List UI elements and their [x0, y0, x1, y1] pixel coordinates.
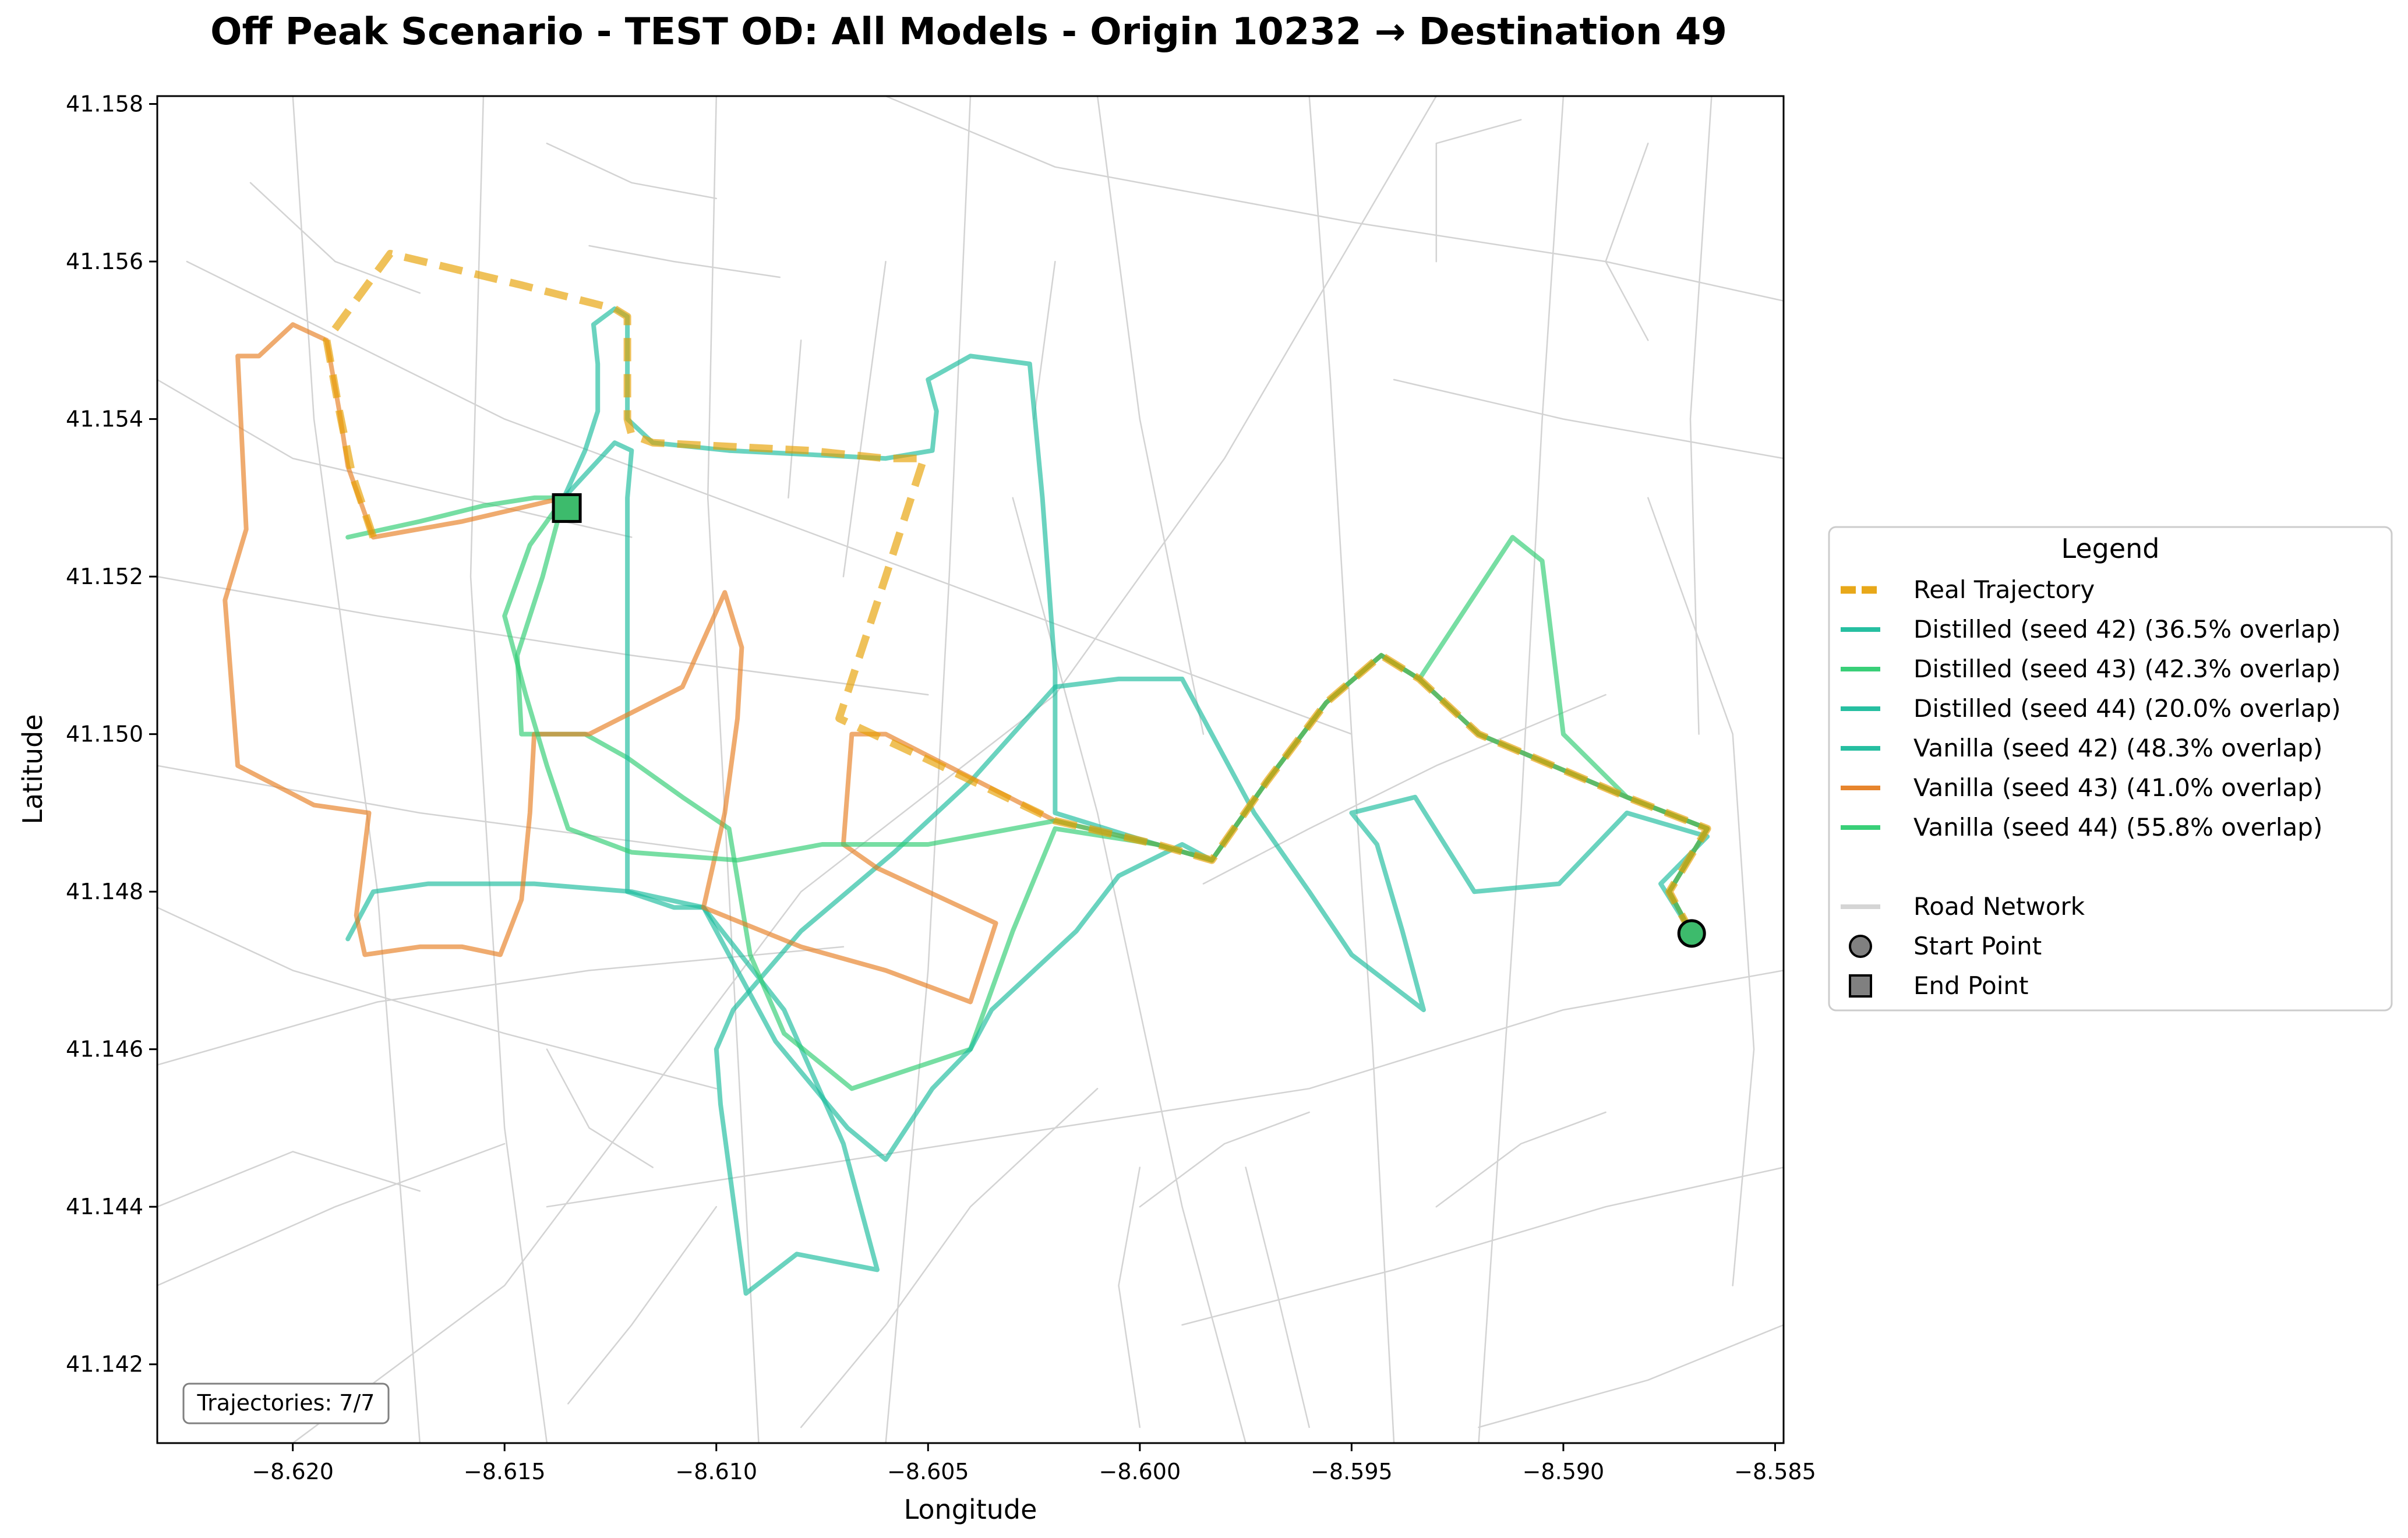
legend-entries: Real Trajectory Distilled (seed 42) (36.5… — [1841, 575, 2341, 1000]
legend-entry-label: Vanilla (seed 42) (48.3% overlap) — [1913, 734, 2322, 762]
x-tick-label: −8.600 — [1099, 1459, 1181, 1484]
road-segment — [157, 1143, 506, 1286]
y-axis-label: Latitude — [17, 714, 48, 824]
road-segment — [292, 96, 421, 1443]
road-segment — [157, 575, 929, 696]
od-markers — [552, 493, 1706, 948]
road-segment — [157, 379, 633, 538]
legend-swatch-circle — [1849, 935, 1872, 958]
road-segment — [1181, 1166, 1784, 1326]
legend-entry-label: Distilled (seed 42) (36.5% overlap) — [1913, 615, 2341, 644]
road-segment — [1605, 142, 1649, 341]
x-tick-label: −8.590 — [1523, 1459, 1605, 1484]
x-tick-label: −8.595 — [1311, 1459, 1393, 1484]
road-segment — [546, 142, 718, 200]
road-segment — [157, 1151, 421, 1208]
x-axis: −8.620 −8.615 −8.610 −8.605 −8.600 −8.595 −8.5… — [252, 1443, 1816, 1484]
legend-entry-label: Vanilla (seed 43) (41.0% overlap) — [1913, 773, 2322, 802]
legend-entry-label: Start Point — [1913, 932, 2042, 960]
road-segment — [1647, 497, 1755, 1286]
trajectory-count-annotation: Trajectories: 7/7 — [182, 1383, 390, 1424]
legend-entry-label: Distilled (seed 43) (42.3% overlap) — [1913, 655, 2341, 683]
trajectory-series — [223, 250, 1711, 1296]
road-segment — [1478, 1324, 1784, 1429]
start-point-marker — [1677, 919, 1706, 948]
road-segment — [1118, 1166, 1141, 1429]
road-segment — [157, 765, 718, 853]
y-tick-label: 41.148 — [66, 879, 143, 904]
x-axis-label: Longitude — [904, 1494, 1037, 1525]
road-segment — [1096, 96, 1205, 735]
legend-swatch-square — [1849, 974, 1872, 998]
y-axis: 41.142 41.144 41.146 41.148 41.150 41.152 41.1… — [66, 91, 157, 1377]
road-segment — [707, 96, 760, 1443]
road-segment — [567, 1205, 718, 1405]
y-tick-label: 41.154 — [66, 406, 143, 432]
plot-frame — [156, 95, 1785, 1444]
x-tick-label: −8.620 — [252, 1459, 334, 1484]
road-segment — [1308, 96, 1395, 1443]
road-segment — [1478, 96, 1565, 1443]
y-tick-label: 41.158 — [66, 91, 143, 117]
x-tick-label: −8.615 — [464, 1459, 546, 1484]
road-segment — [1202, 694, 1606, 885]
y-tick-label: 41.156 — [66, 249, 143, 274]
road-segment — [469, 96, 548, 1443]
annotation-text: Trajectories: 7/7 — [197, 1390, 375, 1416]
legend-box — [1828, 526, 2393, 1012]
road-segment — [186, 260, 1353, 735]
road-segment — [546, 1048, 654, 1168]
road-segment — [1435, 119, 1522, 263]
series-line-distilled-seed-44-20-0-overlap — [562, 440, 1214, 1162]
road-segment — [1033, 260, 1056, 420]
legend: Legend Real Trajectory Distilled (seed 42… — [1828, 526, 2393, 1012]
road-segment — [842, 260, 887, 578]
road-segment — [1139, 1111, 1310, 1208]
road-segment — [885, 96, 1784, 302]
road-segment — [157, 946, 845, 1066]
legend-entry-label: Real Trajectory — [1913, 575, 2095, 604]
annotation-box — [182, 1383, 390, 1424]
road-segment — [1435, 1111, 1606, 1208]
series-line-real-trajectory — [323, 250, 1711, 933]
y-tick-label: 41.146 — [66, 1037, 143, 1062]
road-segment — [885, 96, 972, 1443]
y-tick-label: 41.142 — [66, 1352, 143, 1377]
legend-entry-label: Vanilla (seed 44) (55.8% overlap) — [1913, 813, 2322, 842]
road-network — [157, 96, 1784, 1443]
road-segment — [800, 1088, 1099, 1429]
legend-entry-label: Distilled (seed 44) (20.0% overlap) — [1913, 694, 2341, 723]
legend-entry-label: End Point — [1913, 971, 2028, 1000]
road-segment — [157, 906, 718, 1090]
road-segment — [546, 970, 1784, 1208]
legend-title: Legend — [2061, 533, 2160, 564]
road-segment — [249, 182, 421, 294]
road-segment — [1393, 379, 1784, 459]
y-tick-label: 41.150 — [66, 722, 143, 747]
y-tick-label: 41.152 — [66, 564, 143, 589]
x-tick-label: −8.585 — [1734, 1459, 1816, 1484]
chart-title: Off Peak Scenario - TEST OD: All Models … — [210, 10, 1727, 54]
x-tick-label: −8.610 — [675, 1459, 757, 1484]
road-segment — [788, 340, 802, 499]
y-tick-label: 41.144 — [66, 1194, 143, 1219]
road-segment — [1689, 96, 1713, 735]
road-segment — [1245, 1166, 1310, 1429]
legend-entry-label: Road Network — [1913, 892, 2085, 921]
x-tick-label: −8.605 — [887, 1459, 969, 1484]
end-point-marker — [552, 493, 582, 523]
road-segment — [292, 96, 1438, 1443]
road-segment — [588, 245, 781, 278]
